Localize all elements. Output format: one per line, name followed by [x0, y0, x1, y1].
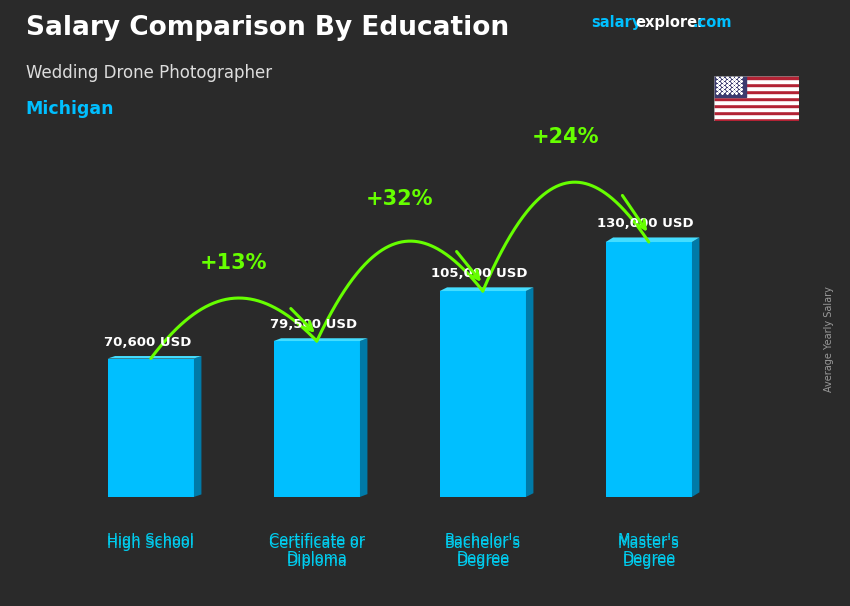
Bar [714, 118, 799, 121]
Text: High School: High School [107, 536, 195, 551]
FancyBboxPatch shape [606, 242, 692, 497]
Text: Average Yearly Salary: Average Yearly Salary [824, 287, 834, 392]
Text: 79,500 USD: 79,500 USD [270, 318, 357, 331]
Bar [714, 83, 799, 86]
Text: Certificate or
Diploma: Certificate or Diploma [269, 536, 365, 568]
Polygon shape [526, 287, 534, 497]
Polygon shape [606, 238, 700, 242]
Text: Certificate or
Diploma: Certificate or Diploma [269, 533, 365, 565]
Text: explorer: explorer [636, 15, 705, 30]
Text: +24%: +24% [532, 127, 599, 147]
Text: High School: High School [107, 533, 195, 548]
Text: .com: .com [693, 15, 732, 30]
Text: 130,000 USD: 130,000 USD [598, 217, 694, 230]
Text: +13%: +13% [200, 253, 268, 273]
Text: +32%: +32% [366, 190, 434, 210]
Bar [714, 93, 799, 97]
Text: Wedding Drone Photographer: Wedding Drone Photographer [26, 64, 272, 82]
Text: 105,000 USD: 105,000 USD [431, 267, 528, 280]
Bar [714, 107, 799, 111]
Bar [714, 111, 799, 114]
Bar [714, 90, 799, 93]
Text: Bachelor's
Degree: Bachelor's Degree [445, 536, 521, 568]
Polygon shape [194, 356, 201, 497]
Bar [714, 97, 799, 100]
Polygon shape [439, 287, 534, 291]
Polygon shape [274, 338, 367, 341]
FancyBboxPatch shape [274, 341, 360, 497]
Polygon shape [360, 338, 367, 497]
Text: Master's
Degree: Master's Degree [618, 533, 680, 565]
Text: Master's
Degree: Master's Degree [618, 536, 680, 568]
Bar [714, 79, 799, 83]
Polygon shape [108, 356, 201, 359]
Text: salary: salary [591, 15, 641, 30]
Text: Michigan: Michigan [26, 100, 114, 118]
Bar [714, 104, 799, 107]
Text: 70,600 USD: 70,600 USD [104, 336, 191, 348]
Polygon shape [692, 238, 700, 497]
FancyBboxPatch shape [108, 359, 194, 497]
Bar [714, 76, 799, 79]
Bar [714, 76, 746, 97]
Text: Bachelor's
Degree: Bachelor's Degree [445, 533, 521, 565]
Bar [714, 86, 799, 90]
Bar [714, 100, 799, 104]
FancyBboxPatch shape [439, 291, 526, 497]
Bar [714, 114, 799, 118]
Text: Salary Comparison By Education: Salary Comparison By Education [26, 15, 508, 41]
